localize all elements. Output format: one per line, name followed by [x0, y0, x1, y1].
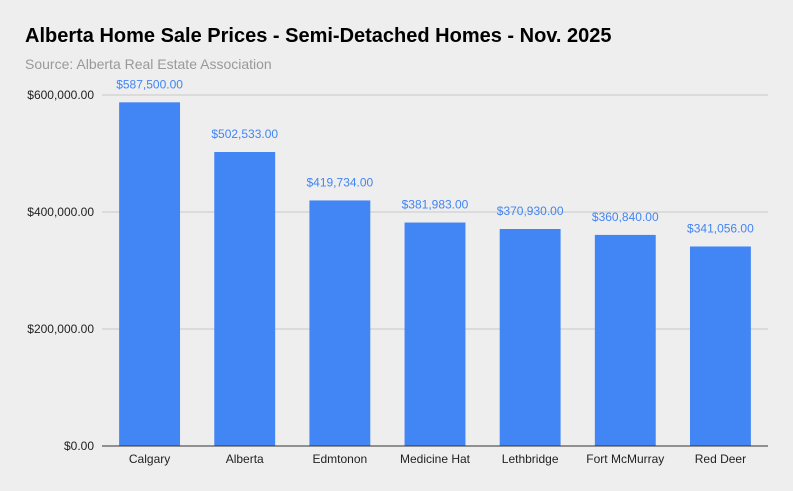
x-axis-tick-labels: Calgary Alberta Edmtonon Medicine Hat Lethbr… — [129, 452, 746, 466]
x-tick-label: Calgary — [129, 452, 170, 466]
y-tick-label: $200,000.00 — [27, 322, 94, 336]
data-label: $587,500.00 — [116, 77, 183, 91]
data-label: $341,056.00 — [687, 221, 754, 235]
x-tick-label: Red Deer — [695, 452, 746, 466]
x-tick-label: Lethbridge — [502, 452, 559, 466]
data-label: $370,930.00 — [497, 204, 564, 218]
y-axis-tick-labels: $0.00 $200,000.00 $400,000.00 $600,000.00 — [27, 88, 94, 453]
bars — [119, 102, 751, 446]
x-tick-label: Edmtonon — [313, 452, 368, 466]
bar — [499, 229, 561, 446]
bar — [214, 152, 276, 446]
bar — [689, 246, 751, 446]
data-label: $381,983.00 — [402, 198, 469, 212]
chart-title: Alberta Home Sale Prices - Semi-Detached… — [25, 25, 612, 47]
y-tick-label: $600,000.00 — [27, 88, 94, 102]
x-tick-label: Alberta — [226, 452, 264, 466]
chart-subtitle: Source: Alberta Real Estate Association — [25, 56, 272, 72]
y-tick-label: $400,000.00 — [27, 205, 94, 219]
data-label: $360,840.00 — [592, 210, 659, 224]
bar — [119, 102, 181, 446]
data-labels: $587,500.00 $502,533.00 $419,734.00 $381,98… — [116, 77, 754, 235]
data-label: $419,734.00 — [306, 175, 373, 189]
y-tick-label: $0.00 — [64, 439, 94, 453]
x-tick-label: Medicine Hat — [400, 452, 471, 466]
data-label: $502,533.00 — [211, 127, 278, 141]
bar — [309, 200, 371, 446]
x-tick-label: Fort McMurray — [586, 452, 664, 466]
bar — [594, 234, 656, 446]
bar — [404, 222, 466, 446]
